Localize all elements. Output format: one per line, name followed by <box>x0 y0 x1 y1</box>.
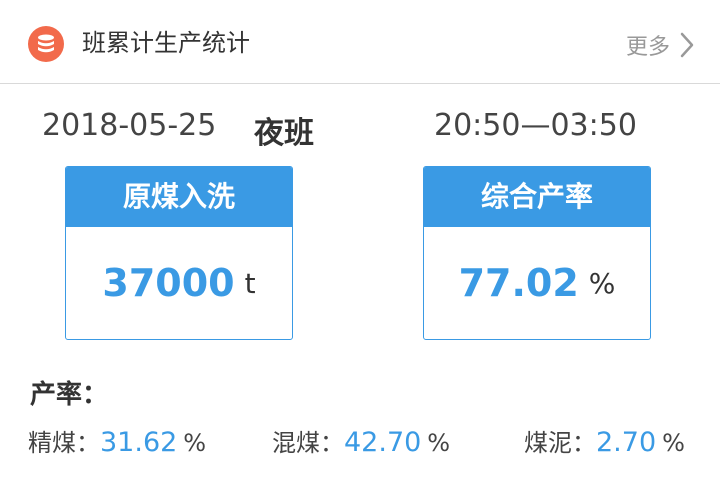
rate-label: 精煤： <box>28 429 100 457</box>
shift-time-range: 20:50—03:50 <box>434 108 637 143</box>
card-title: 综合产率 <box>424 167 650 227</box>
shift-info-row: 2018-05-25 夜班 20:50—03:50 <box>0 104 720 151</box>
card-value: 37000 <box>102 261 235 305</box>
shift-name: 夜班 <box>254 116 314 151</box>
rate-value: 31.62 <box>100 427 178 458</box>
chevron-right-icon <box>680 32 694 58</box>
raw-coal-card: 原煤入洗 37000 t <box>65 166 293 340</box>
card-body: 77.02 % <box>424 227 650 339</box>
card-value: 77.02 <box>458 261 579 305</box>
slime-rate: 煤泥： 2.70 % <box>524 423 685 459</box>
page-title: 班累计生产统计 <box>82 29 250 57</box>
rate-unit: % <box>183 429 207 457</box>
rate-unit: % <box>427 429 451 457</box>
rate-label: 混煤： <box>272 429 344 457</box>
rate-unit: % <box>662 429 685 457</box>
rate-label: 煤泥： <box>524 429 596 457</box>
rate-value: 42.70 <box>344 427 422 458</box>
card-body: 37000 t <box>66 227 292 339</box>
more-label: 更多 <box>625 35 670 60</box>
rates-heading: 产率： <box>30 380 109 410</box>
rate-value: 2.70 <box>596 427 657 458</box>
card-title: 原煤入洗 <box>66 167 292 227</box>
mixed-coal-rate: 混煤： 42.70 % <box>272 423 450 459</box>
header-bar: 班累计生产统计 更多 <box>0 0 720 84</box>
card-unit: % <box>588 266 616 300</box>
clean-coal-rate: 精煤： 31.62 % <box>28 423 206 459</box>
overall-yield-card: 综合产率 77.02 % <box>423 166 651 340</box>
card-unit: t <box>244 266 256 300</box>
shift-date: 2018-05-25 <box>42 108 217 143</box>
more-link[interactable]: 更多 <box>626 28 694 62</box>
database-icon <box>28 26 64 62</box>
